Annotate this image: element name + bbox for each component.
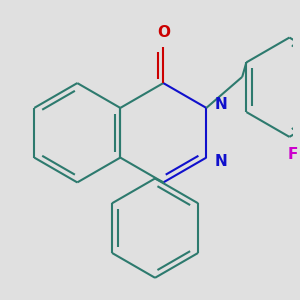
Text: N: N xyxy=(214,97,227,112)
Text: N: N xyxy=(214,154,227,169)
Text: F: F xyxy=(288,147,298,162)
Text: O: O xyxy=(157,26,170,40)
